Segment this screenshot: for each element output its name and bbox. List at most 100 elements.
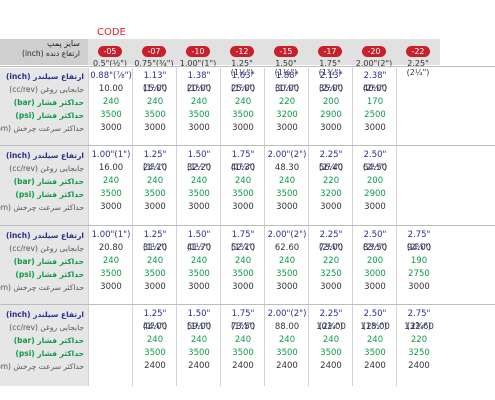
row-label-panel: ارتفاع سیلندر (inch) جابجایی روغن (cc/rev… [0, 147, 88, 227]
gear-size-value: 1.75"(1¾") [318, 59, 342, 77]
table-cell: 240 [190, 97, 208, 107]
pressure-psi-label: حداکثر فشار (psi) [15, 190, 84, 199]
data-column: 1.25"(1¼") 24.10 240 3500 3000 [132, 147, 176, 227]
table-cell: 3000 [188, 282, 210, 292]
table-cell: 64.50 [362, 163, 388, 173]
table-cell: 3500 [144, 189, 166, 199]
table-cell: 1.50"(1½") [186, 309, 212, 332]
table-cell: 102.00 [316, 322, 346, 332]
table-cell: 1.13"(1⅛") [142, 71, 168, 94]
table-cell: 2.50"(2½") [362, 150, 388, 173]
data-column: 2.50"(2½") 64.50 200 2900 3000 [352, 147, 396, 227]
max-rpm-label: حداکثر سرعت چرخش (rpm) [0, 124, 84, 133]
data-column [396, 147, 440, 227]
data-column: 1.75"(1¾") 73.50 240 3500 2400 [220, 306, 264, 386]
table-cell: 20.80 [98, 243, 124, 253]
table-cell: 240 [234, 256, 252, 266]
table-cell: 3000 [188, 123, 210, 133]
data-column: 1.25"(1¼") 44.00 240 3500 2400 [132, 306, 176, 386]
table-cell: 240 [102, 97, 120, 107]
table-cell: 52.10 [230, 243, 256, 253]
data-column: 2.00"(2") 48.30 240 3500 3000 [264, 147, 308, 227]
table-cell: 240 [278, 176, 296, 186]
table-cell: 3000 [232, 202, 254, 212]
pressure-bar-label: حداکثر فشار (bar) [13, 177, 84, 186]
max-rpm-label: حداکثر سرعت چرخش (rpm) [0, 283, 84, 292]
gear-size-value: 1.25"(1¼") [230, 59, 254, 77]
table-cell: 2.38"(2⅜") [362, 71, 388, 94]
row-label-panel: ارتفاع سیلندر (inch) جابجایی روغن (cc/rev… [0, 227, 88, 307]
table-cell: 240 [190, 335, 208, 345]
max-rpm-label: حداکثر سرعت چرخش (rpm) [0, 203, 84, 212]
table-cell: 1.25"(1¼") [142, 150, 168, 173]
table-cell: 240 [146, 335, 164, 345]
table-cell: 3500 [232, 269, 254, 279]
table-cell: 3000 [144, 282, 166, 292]
pressure-psi-label: حداکثر فشار (psi) [15, 111, 84, 120]
table-cell: 3500 [144, 348, 166, 358]
table-cell: 2.25"(2¼") [318, 230, 344, 253]
table-cell: 2400 [408, 361, 430, 371]
table-cell: 1.38"(1⅜") [186, 71, 212, 94]
table-cell: 1.25"(1¼") [142, 230, 168, 253]
table-cell: 73.00 [318, 243, 344, 253]
code-badge: -12 [230, 46, 254, 57]
table-cell: 31.20 [142, 243, 168, 253]
table-cell: 1.88"(1⅞") [274, 71, 300, 94]
block-divider [0, 304, 495, 305]
data-column: 1.75"(1¾") 40.30 240 3500 3000 [220, 147, 264, 227]
pressure-bar-label: حداکثر فشار (bar) [13, 336, 84, 345]
pump-size-label: سایز پمپ [46, 39, 80, 48]
table-cell: 0.88"(⅞") [90, 71, 132, 81]
block-divider [0, 145, 495, 146]
table-cell [89, 321, 133, 334]
displacement-label: جابجایی روغن (cc/rev) [9, 85, 84, 94]
data-column: 1.00"(1") 20.80 240 3500 3000 [88, 227, 132, 307]
table-cell: 10.00 [98, 84, 124, 94]
table-cell: 200 [366, 176, 384, 186]
table-cell: 2.75"(2¾") [406, 230, 432, 253]
data-column: 2.00"(2") 62.60 240 3500 3000 [264, 227, 308, 307]
table-cell: 2400 [188, 361, 210, 371]
table-cell: 2900 [320, 110, 342, 120]
table-cell [397, 96, 441, 109]
data-column: 1.50"(1½") 59.00 240 3500 2400 [176, 306, 220, 386]
table-cell: 1.50"(1½") [186, 230, 212, 253]
gear-size-value: 0.5"(½") [92, 59, 128, 68]
table-cell: 20.00 [186, 84, 212, 94]
data-column: 2.25"(2¼") 73.00 220 3250 3000 [308, 227, 352, 307]
table-cell: 132.60 [404, 322, 434, 332]
table-cell: 2.00"(2") [267, 230, 307, 240]
table-cell: 3000 [100, 282, 122, 292]
table-cell: 3500 [144, 110, 166, 120]
table-cell: 2400 [144, 361, 166, 371]
table-cell: 240 [102, 176, 120, 186]
code-column-header: -20 2.00"(2") [352, 39, 396, 68]
table-cell: 200 [366, 256, 384, 266]
table-cell: 40.00 [362, 84, 388, 94]
code-badge: -20 [362, 46, 386, 57]
pressure-psi-label: حداکثر فشار (psi) [15, 349, 84, 358]
stroke-label: ارتفاع سیلندر (inch) [5, 310, 84, 319]
table-cell: 3500 [232, 189, 254, 199]
table-cell: 240 [234, 97, 252, 107]
table-cell: 3000 [144, 123, 166, 133]
table-cell: 25.00 [230, 84, 256, 94]
table-cell: 220 [278, 97, 296, 107]
header-label: سایز پمپ ارتفاع دنده (inch) [0, 39, 88, 65]
table-cell: 240 [278, 256, 296, 266]
table-cell: 3000 [100, 123, 122, 133]
code-column-header: -05 0.5"(½") [88, 39, 132, 68]
table-cell: 30.00 [274, 84, 300, 94]
table-cell: 2500 [364, 110, 386, 120]
table-cell: 41.70 [186, 243, 212, 253]
table-cell: 3000 [320, 123, 342, 133]
table-cell: 2750 [408, 269, 430, 279]
data-column: 2.50"(2½") 83.50 200 3000 3000 [352, 227, 396, 307]
table-cell: 3500 [276, 189, 298, 199]
block-divider [0, 225, 495, 226]
table-cell: 1.25"(1¼") [142, 309, 168, 332]
table-cell: 3500 [232, 110, 254, 120]
table-cell [89, 334, 133, 347]
table-cell: 3000 [364, 123, 386, 133]
